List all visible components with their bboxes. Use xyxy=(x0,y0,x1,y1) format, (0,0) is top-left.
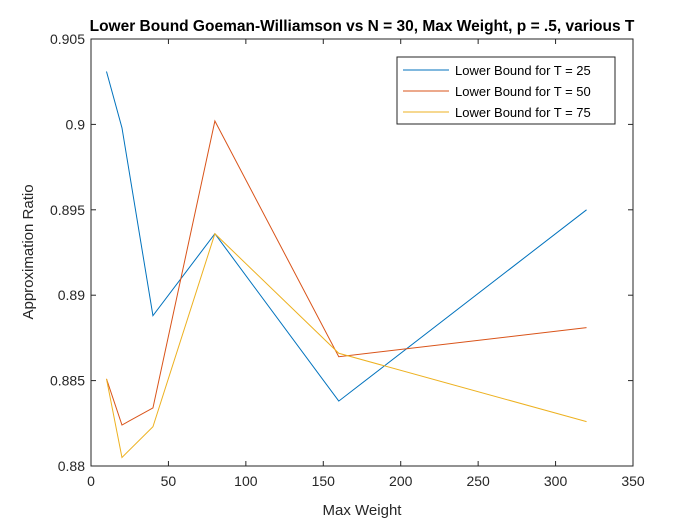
y-tick-label: 0.885 xyxy=(50,373,85,389)
chart-title: Lower Bound Goeman-Williamson vs N = 30,… xyxy=(90,18,635,35)
y-tick-label: 0.9 xyxy=(66,116,86,132)
series-line-2 xyxy=(106,119,587,426)
x-tick-label: 0 xyxy=(87,473,95,489)
axes-box xyxy=(90,38,634,467)
x-tick-label: 100 xyxy=(234,473,258,489)
y-tick-label: 0.895 xyxy=(50,202,85,218)
series-line-1 xyxy=(106,71,587,402)
x-tick-label: 50 xyxy=(161,473,177,489)
x-tick-label: 300 xyxy=(544,473,568,489)
legend: Lower Bound for T = 25 Lower Bound for T … xyxy=(396,56,616,125)
y-tick-label: 0.905 xyxy=(50,31,85,47)
series-layer xyxy=(105,71,587,459)
y-tick-label: 0.88 xyxy=(58,458,85,474)
y-axis-label: Approximation Ratio xyxy=(20,184,37,319)
series-line-3 xyxy=(105,232,587,459)
y-tick-label: 0.89 xyxy=(58,287,85,303)
legend-label-2: Lower Bound for T = 50 xyxy=(455,84,591,99)
x-tick-label: 200 xyxy=(389,473,413,489)
legend-label-3: Lower Bound for T = 75 xyxy=(455,105,591,120)
x-tick-label: 250 xyxy=(466,473,490,489)
x-axis-label: Max Weight xyxy=(323,502,403,519)
axes-layer xyxy=(90,38,634,467)
x-tick-label: 150 xyxy=(312,473,336,489)
x-tick-label: 350 xyxy=(621,473,645,489)
legend-label-1: Lower Bound for T = 25 xyxy=(455,63,591,78)
ticks-layer: 0 50 100 150 200 250 300 350 0.88 0.885 0.89 0.895 0… xyxy=(50,31,645,489)
